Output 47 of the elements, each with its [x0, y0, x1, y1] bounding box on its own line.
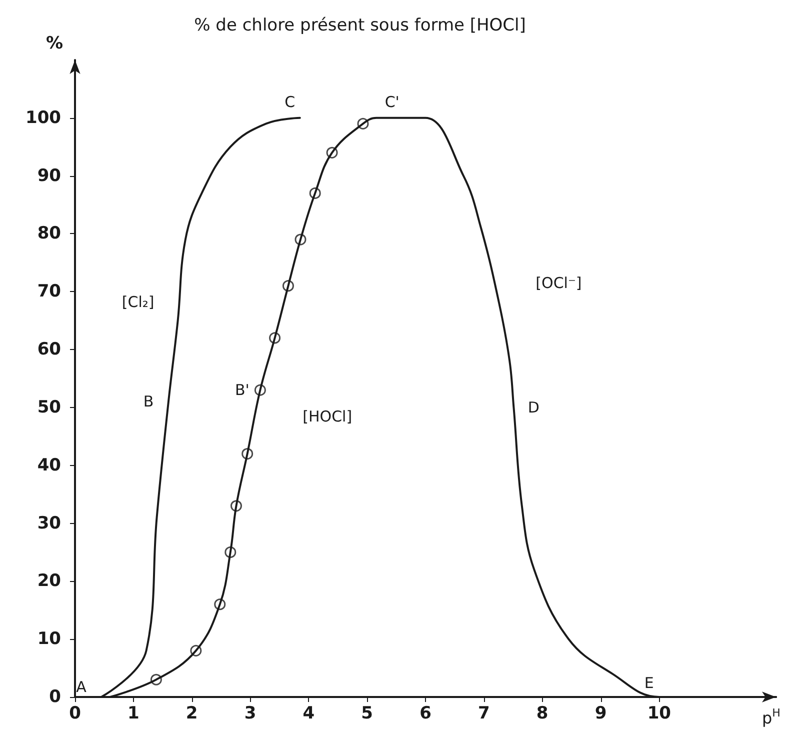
- annotation: A: [76, 678, 88, 696]
- annotation: C': [384, 92, 400, 111]
- x-tick-label: 5: [361, 704, 374, 724]
- y-axis-title: %: [46, 34, 63, 54]
- chart-title: % de chlore présent sous forme [HOCl]: [194, 16, 526, 36]
- y-tick-label: 80: [37, 224, 62, 244]
- y-tick-label: 10: [37, 629, 62, 650]
- point: [230, 500, 242, 512]
- y-tick-label: 0: [49, 687, 62, 707]
- annotation: B': [234, 381, 250, 400]
- x-tick-label: 2: [186, 704, 198, 724]
- x-tick-label: 4: [302, 704, 315, 724]
- x-tick-label: 0: [69, 704, 82, 724]
- x-tick-label: 3: [244, 704, 256, 724]
- annotation: [Cl₂]: [122, 293, 154, 312]
- annotation: [HOCl]: [302, 408, 352, 426]
- y-tick-label: 70: [37, 282, 62, 302]
- x-tick-label: 1: [127, 704, 140, 724]
- point: [309, 187, 321, 199]
- annotation: B: [143, 392, 154, 411]
- y-tick-label: 30: [37, 513, 62, 534]
- annotation: C: [284, 92, 296, 111]
- point: [269, 332, 281, 344]
- point: [224, 546, 236, 558]
- x-tick-label: 7: [478, 704, 490, 724]
- annotation: D: [528, 398, 540, 416]
- y-tick-label: 90: [37, 166, 62, 186]
- y-tick-label: 50: [37, 397, 62, 418]
- point: [326, 146, 338, 158]
- point: [254, 384, 266, 396]
- x-tick-label: 6: [420, 704, 432, 724]
- point: [214, 598, 226, 610]
- point: [150, 674, 162, 686]
- point: [294, 234, 306, 246]
- point: [357, 118, 369, 130]
- point: [242, 448, 254, 460]
- y-tick-label: 20: [37, 571, 62, 592]
- annotation: E: [644, 674, 654, 692]
- point: [190, 644, 202, 656]
- x-tick-label: 9: [594, 704, 607, 724]
- y-tick-label: 60: [37, 340, 62, 360]
- x-tick-label: 8: [536, 704, 548, 724]
- x-tick-label: 10: [647, 704, 672, 724]
- point: [282, 280, 294, 292]
- annotation: [OCl⁻]: [536, 274, 582, 292]
- y-tick-label: 40: [37, 455, 62, 476]
- y-tick-label: 100: [26, 108, 62, 128]
